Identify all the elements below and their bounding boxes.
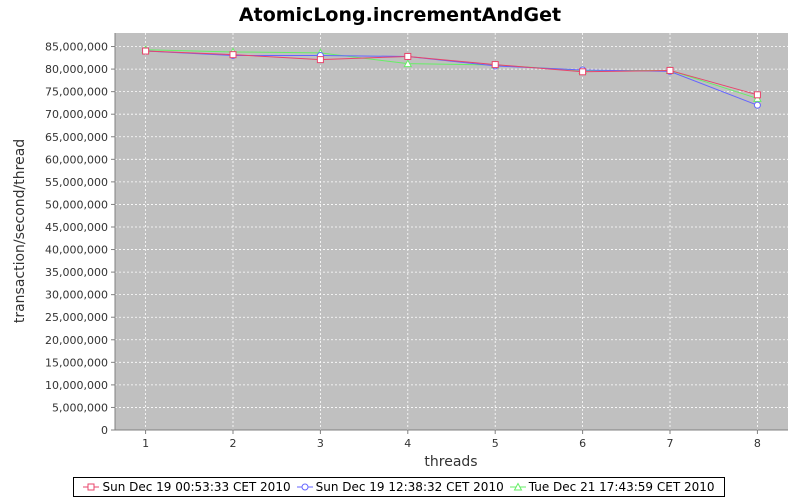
legend-label: Sun Dec 19 00:53:33 CET 2010 — [102, 480, 291, 494]
y-axis-ticks: 0 5,000,000 10,000,000 15,000,000 20,000,000… — [45, 41, 115, 437]
x-tick-label: 1 — [142, 437, 149, 450]
plot-area — [115, 33, 788, 430]
y-tick-label: 5,000,000 — [52, 401, 108, 414]
x-tick-label: 2 — [229, 437, 236, 450]
x-axis-title: threads — [424, 454, 477, 470]
data-point-square — [404, 52, 412, 60]
x-tick-label: 8 — [754, 437, 761, 450]
data-point-square — [491, 61, 499, 69]
series-layer — [141, 45, 762, 109]
data-point-triangle — [513, 482, 523, 491]
y-tick-label: 35,000,000 — [45, 266, 108, 279]
x-tick-label: 5 — [492, 437, 499, 450]
y-tick-label: 25,000,000 — [45, 311, 108, 324]
y-tick-label: 70,000,000 — [45, 108, 108, 121]
legend-label: Sun Dec 19 12:38:32 CET 2010 — [315, 480, 504, 494]
y-tick-label: 0 — [101, 424, 108, 437]
chart-title: AtomicLong.incrementAndGet — [239, 4, 561, 26]
data-point-square — [87, 483, 95, 491]
data-point-circle — [301, 483, 309, 491]
y-tick-label: 75,000,000 — [45, 86, 108, 99]
legend-item: Tue Dec 21 17:43:59 CET 2010 — [509, 480, 715, 494]
y-axis-title: transaction/second/thread — [12, 139, 28, 323]
y-tick-label: 30,000,000 — [45, 289, 108, 302]
y-tick-label: 55,000,000 — [45, 176, 108, 189]
y-tick-label: 60,000,000 — [45, 153, 108, 166]
y-tick-label: 10,000,000 — [45, 379, 108, 392]
data-point-triangle — [403, 59, 413, 68]
x-axis-ticks: 1 2 3 4 5 6 7 8 — [142, 430, 761, 450]
x-tick-label: 6 — [579, 437, 586, 450]
x-tick-label: 4 — [404, 437, 411, 450]
data-point-square — [753, 91, 761, 99]
y-tick-label: 15,000,000 — [45, 356, 108, 369]
data-point-square — [229, 51, 237, 59]
legend: Sun Dec 19 00:53:33 CET 2010 Sun Dec 19 1… — [73, 477, 725, 497]
y-tick-label: 20,000,000 — [45, 334, 108, 347]
grid-lines — [115, 33, 788, 430]
y-tick-label: 45,000,000 — [45, 221, 108, 234]
y-tick-label: 40,000,000 — [45, 244, 108, 257]
x-tick-label: 7 — [667, 437, 674, 450]
legend-swatch — [83, 483, 100, 491]
series-1 — [142, 47, 761, 99]
legend-item: Sun Dec 19 00:53:33 CET 2010 — [83, 480, 291, 494]
data-point-square — [142, 47, 150, 55]
x-tick-label: 3 — [317, 437, 324, 450]
data-point-square — [666, 66, 674, 74]
line-chart: AtomicLong.incrementAndGet 0 5,000,000 10,… — [12, 4, 788, 470]
legend-item: Sun Dec 19 12:38:32 CET 2010 — [296, 480, 504, 494]
legend-swatch — [509, 482, 526, 491]
y-tick-label: 65,000,000 — [45, 131, 108, 144]
y-tick-label: 50,000,000 — [45, 198, 108, 211]
y-tick-label: 80,000,000 — [45, 63, 108, 76]
data-point-square — [316, 56, 324, 64]
data-point-square — [579, 68, 587, 76]
data-point-circle — [753, 101, 761, 109]
series-line — [145, 50, 758, 96]
legend-label: Tue Dec 21 17:43:59 CET 2010 — [528, 480, 715, 494]
legend-swatch — [296, 483, 313, 491]
axes — [114, 33, 788, 431]
y-tick-label: 85,000,000 — [45, 41, 108, 54]
